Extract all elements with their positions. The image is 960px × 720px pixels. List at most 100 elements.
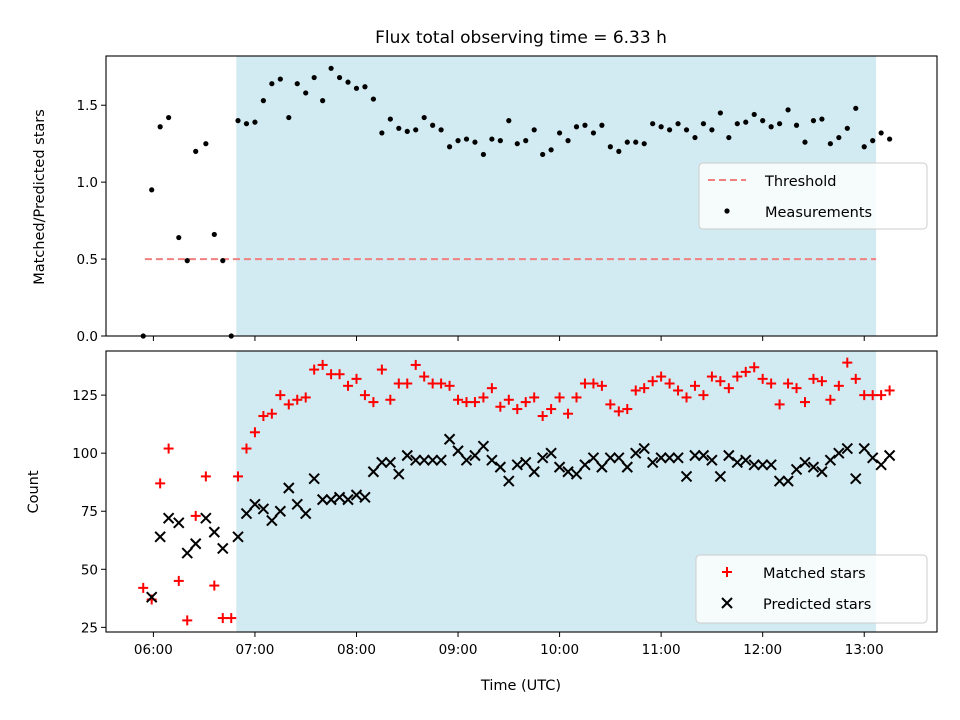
matched-star-point <box>283 399 294 410</box>
measurement-point <box>514 141 520 147</box>
predicted-star-point <box>756 459 769 471</box>
predicted-star-point-b <box>452 445 464 457</box>
matched-star-point <box>825 394 836 405</box>
top-y-tick-label: 1.5 <box>77 98 98 114</box>
matched-star-point <box>630 385 641 396</box>
predicted-star-point-b <box>154 531 166 543</box>
bottom-plot-area: 25 50 75 100 125 06:00 07:00 08:00 09:00 10:00 11:… <box>72 350 938 658</box>
measurement-point <box>700 121 707 127</box>
bottom-legend-frame <box>695 554 928 624</box>
predicted-star-point-b <box>536 452 549 464</box>
measurement-point <box>421 114 427 121</box>
predicted-star-point <box>841 442 854 455</box>
predicted-star-point <box>494 461 507 473</box>
predicted-star-point <box>630 447 642 459</box>
measurement-point <box>286 114 292 121</box>
top-y-axis-label: Matched/Predicted stars <box>32 109 48 285</box>
matched-star-point <box>469 397 480 408</box>
top-plot-area: 0.0 0.5 1.0 1.5 <box>77 55 938 345</box>
predicted-star-point <box>824 454 837 466</box>
matched-star-point <box>209 580 220 591</box>
matched-legend-marker <box>722 567 732 577</box>
matched-star-point <box>226 613 237 624</box>
measurement-point <box>184 258 190 264</box>
predicted-star-point <box>545 447 557 459</box>
predicted-star-point <box>562 466 574 478</box>
matched-star-point <box>343 380 354 391</box>
measurement-point <box>548 147 554 153</box>
x-tick-label: 10:00 <box>540 642 579 658</box>
matched-star-point <box>436 378 447 389</box>
x-tick-label: 11:00 <box>642 642 681 658</box>
predicted-star-point-b <box>697 449 710 462</box>
bottom-y-tick-label: 100 <box>72 446 98 462</box>
measurement-point <box>203 141 209 147</box>
bottom-y-tick-label: 125 <box>72 388 98 404</box>
measurement-point <box>624 139 630 145</box>
predicted-star-point <box>706 454 718 466</box>
top-y-tick-label: 1.0 <box>77 175 98 191</box>
predicted-star-point <box>672 452 684 464</box>
bottom-y-axis-label: Count <box>26 470 42 513</box>
top-panel: Flux total observing time = 6.33 h 0.00.… <box>32 28 938 345</box>
measurement-point <box>836 134 842 141</box>
measurement-point <box>140 333 146 339</box>
measurement-point <box>683 127 690 133</box>
predicted-star-point-b <box>410 454 422 466</box>
predicted-star-point <box>807 461 820 473</box>
predicted-star-point <box>350 489 363 501</box>
measurement-point <box>497 138 503 144</box>
measurement-point <box>650 121 656 127</box>
measurement-point <box>675 121 681 127</box>
predicted-star-point-b <box>596 461 608 473</box>
predicted-star-point <box>401 449 413 462</box>
matched-star-point <box>444 380 455 391</box>
predicted-star-point-b <box>401 449 413 462</box>
measurement-point <box>260 98 266 104</box>
matched-star-point <box>740 366 751 377</box>
predicted-star-point <box>257 503 270 515</box>
measurement-point <box>582 122 588 128</box>
predicted-star-point <box>300 507 312 520</box>
matched-star-point <box>639 383 650 394</box>
matched-star-point <box>393 378 404 389</box>
measurement-point <box>726 134 732 141</box>
predicted-star-point <box>393 468 405 480</box>
measurement-point <box>717 110 723 116</box>
predicted-legend-marker-b <box>721 597 733 609</box>
predicted-star-point-b <box>807 461 820 473</box>
matched-star-point <box>681 392 692 403</box>
matched-star-point <box>537 411 548 422</box>
predicted-star-point-b <box>189 538 202 550</box>
predicted-star-point-b <box>790 463 803 476</box>
matched-star-point <box>233 471 244 482</box>
matched-star-point <box>495 401 506 412</box>
measurement-point <box>590 130 597 136</box>
predicted-star-point <box>359 491 371 504</box>
predicted-star-point-b <box>367 466 380 478</box>
predicted-star-point <box>410 454 422 466</box>
matched-star-point <box>783 378 794 389</box>
predicted-star-point-b <box>824 454 837 466</box>
predicted-star-point-b <box>249 498 261 510</box>
matched-star-point <box>732 371 743 382</box>
measurement-point <box>387 116 393 122</box>
x-tick-label: 12:00 <box>743 642 782 658</box>
predicted-star-point <box>325 493 337 506</box>
matched-star-point <box>334 369 345 380</box>
predicted-star-point-b <box>443 433 456 445</box>
predicted-star-point-b <box>477 440 490 452</box>
predicted-star-point <box>145 591 158 603</box>
predicted-star-point <box>503 475 515 487</box>
predicted-star-point <box>596 461 608 473</box>
measurement-point <box>777 121 783 127</box>
matched-star-point <box>833 380 844 391</box>
measurement-point <box>844 125 850 131</box>
matched-star-point <box>309 364 320 375</box>
matched-star-point <box>266 408 277 419</box>
measurement-point <box>294 81 300 87</box>
matched-star-point <box>622 404 633 415</box>
measurement-point <box>345 79 351 85</box>
predicted-star-point <box>613 452 625 464</box>
matched-star-point <box>359 390 370 401</box>
